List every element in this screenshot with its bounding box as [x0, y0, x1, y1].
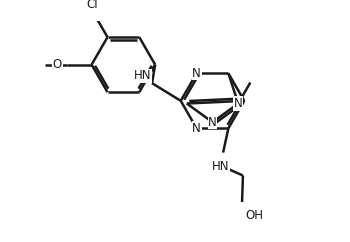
Text: HN: HN	[134, 69, 151, 82]
Text: O: O	[53, 58, 62, 71]
Text: N: N	[208, 116, 217, 129]
Text: HN: HN	[212, 160, 230, 173]
Text: Cl: Cl	[87, 0, 98, 11]
Text: N: N	[192, 67, 201, 80]
Text: N: N	[192, 122, 201, 135]
Text: N: N	[234, 97, 243, 110]
Text: OH: OH	[246, 209, 264, 222]
